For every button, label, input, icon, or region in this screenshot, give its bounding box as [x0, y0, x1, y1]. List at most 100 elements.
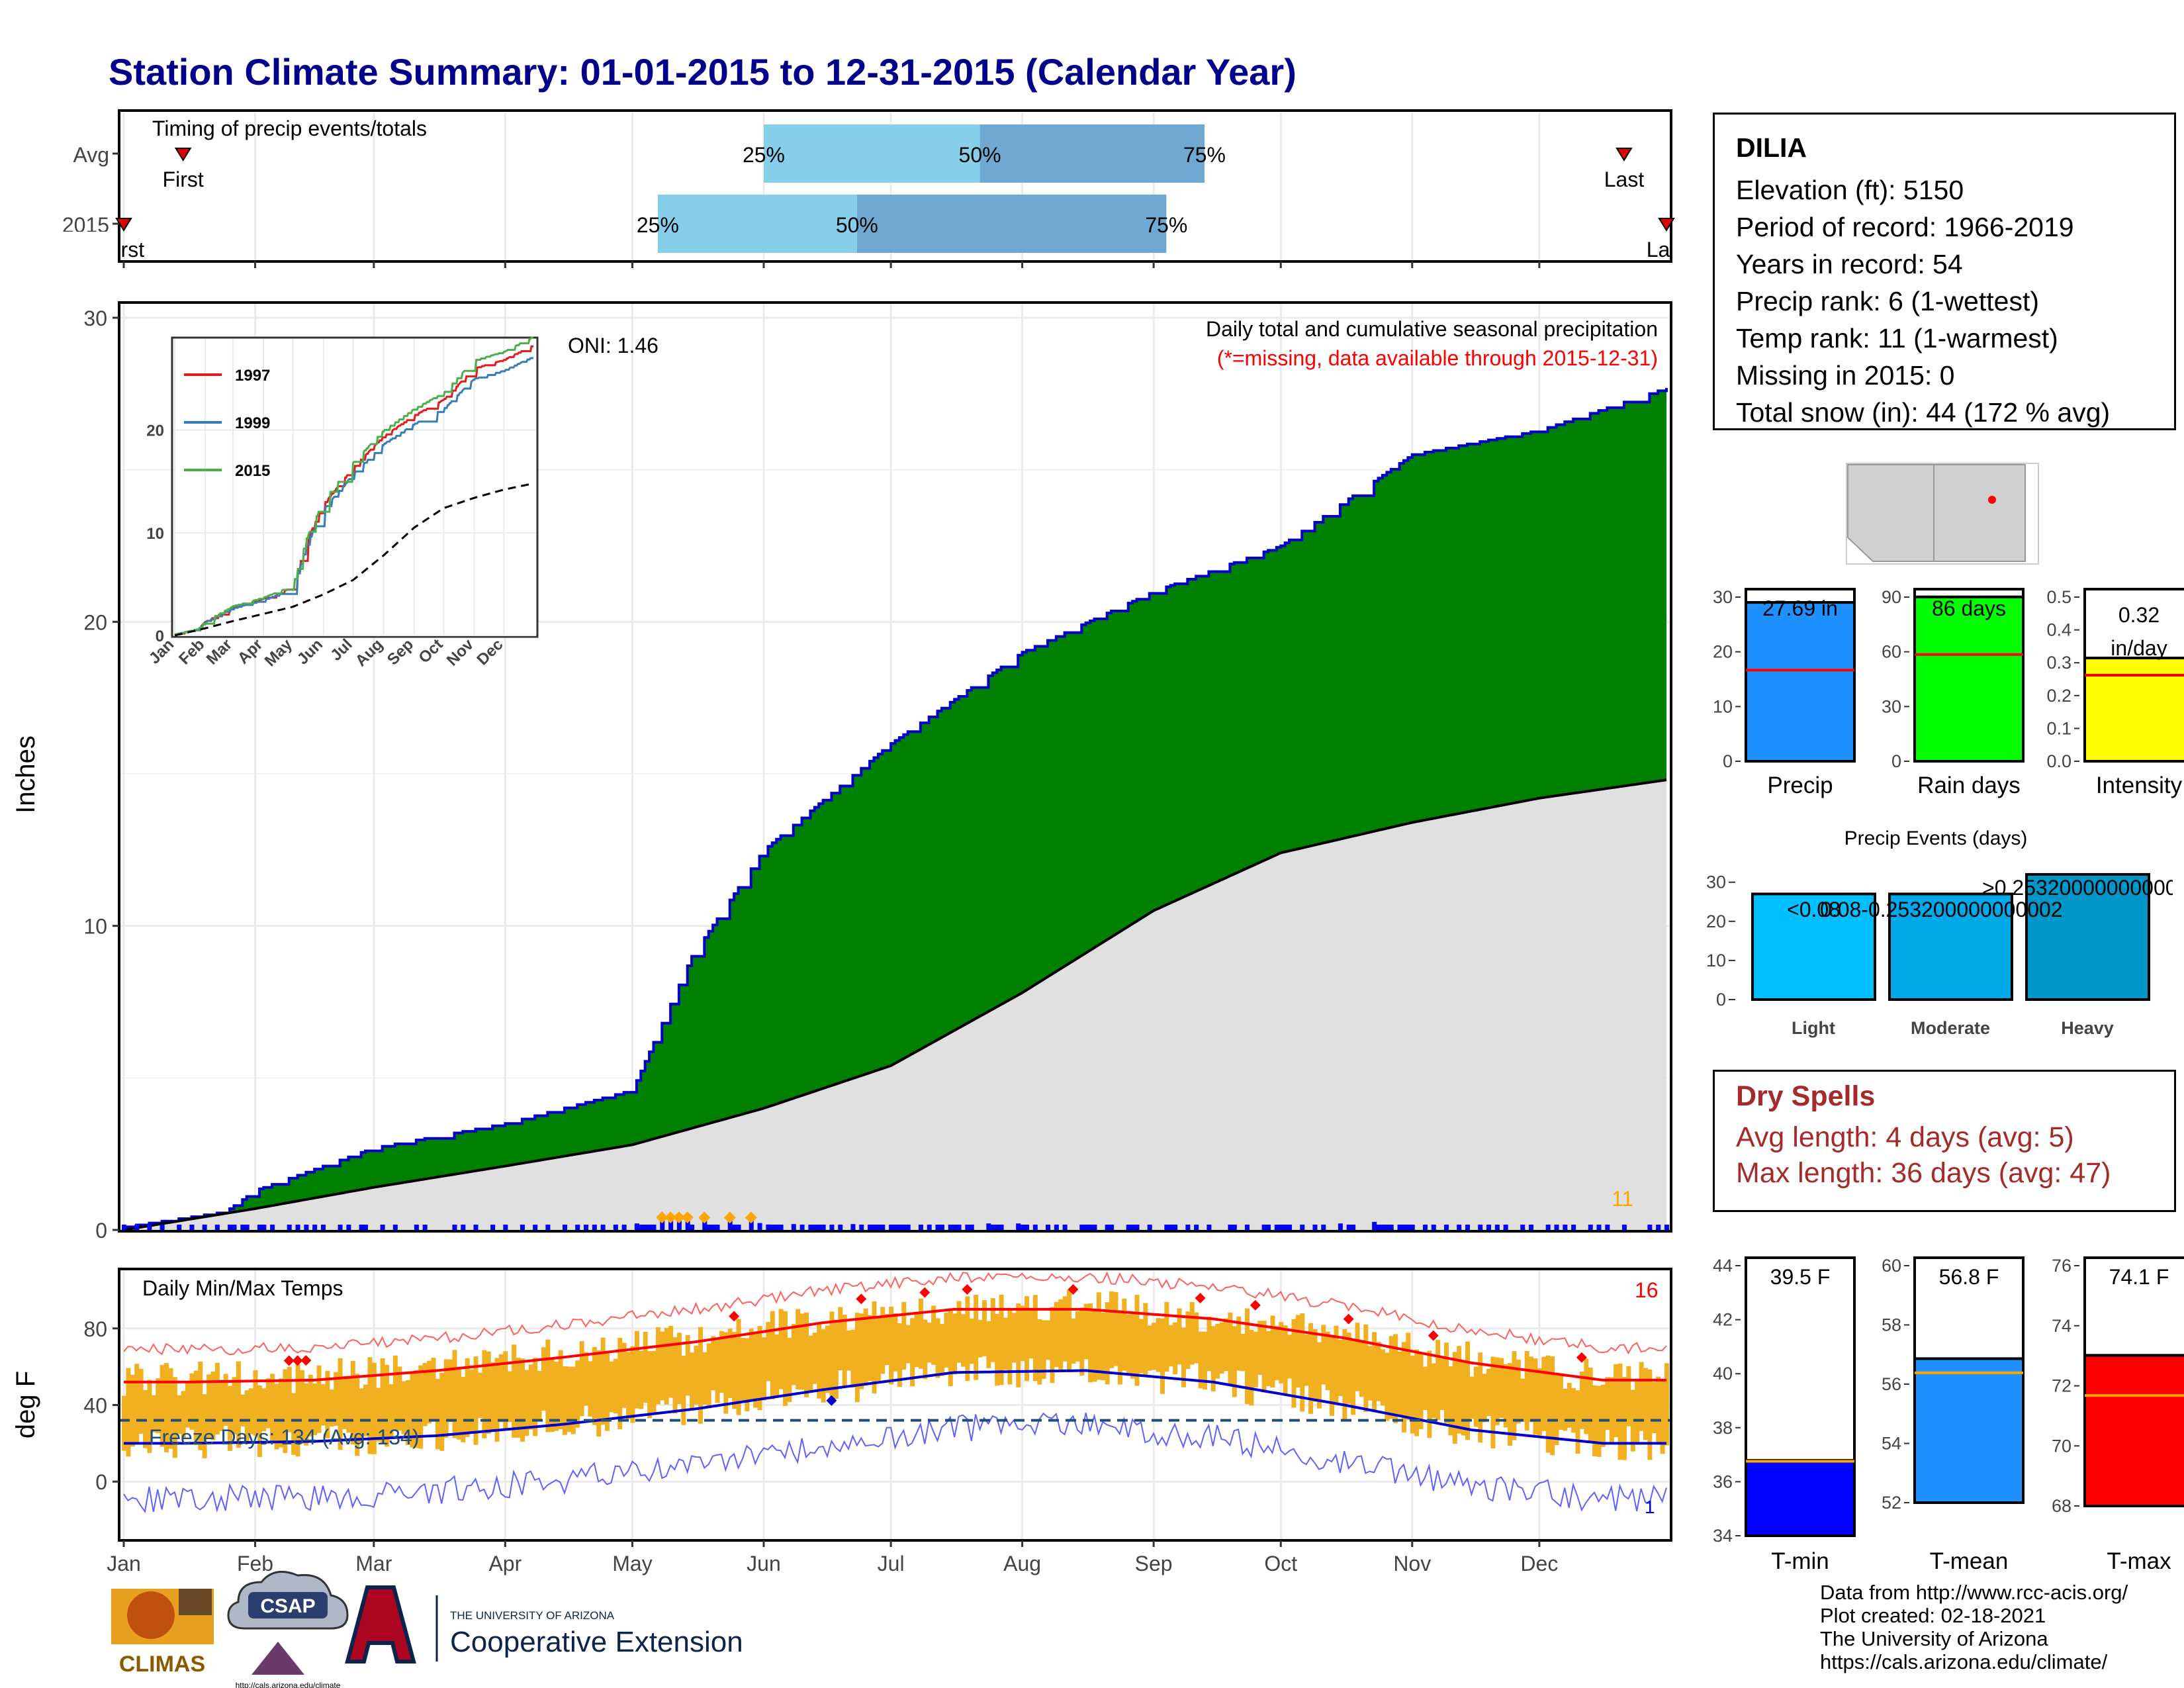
- daily-temp-bar: [473, 1356, 478, 1445]
- daily-temp-bar: [1291, 1319, 1297, 1408]
- daily-precip-bar: [1130, 1225, 1136, 1230]
- edge-mask: [1672, 232, 1699, 265]
- events-y-tick: 10: [1706, 951, 1726, 970]
- daily-temp-bar: [1554, 1372, 1559, 1446]
- daily-temp-bar: [520, 1358, 525, 1442]
- daily-temp-bar: [524, 1370, 529, 1436]
- csap-badge: [248, 1592, 328, 1618]
- daily-temp-bar: [1088, 1303, 1093, 1383]
- daily-temp-bar: [1410, 1356, 1415, 1434]
- daily-temp-bar: [1096, 1292, 1101, 1380]
- daily-precip-bar: [1486, 1225, 1492, 1230]
- daily-temp-bar: [995, 1313, 1000, 1386]
- daily-temp-bar: [1249, 1329, 1254, 1406]
- daily-temp-bar: [1189, 1301, 1195, 1365]
- daily-precip-bar: [948, 1225, 953, 1230]
- credit-line: https://cals.arizona.edu/climate/: [1820, 1650, 2108, 1673]
- daily-temp-bar: [1545, 1355, 1551, 1453]
- daily-precip-bar: [214, 1225, 220, 1230]
- temp-title: Daily Min/Max Temps: [142, 1276, 343, 1300]
- daily-precip-bar: [1173, 1225, 1178, 1230]
- daily-precip-bar: [1656, 1225, 1661, 1230]
- summary-value: in/day: [2111, 636, 2167, 660]
- daily-temp-bar: [1279, 1322, 1284, 1383]
- daily-precip-bar: [799, 1225, 805, 1230]
- daily-temp-bar: [829, 1311, 835, 1399]
- daily-temp-bar: [999, 1294, 1004, 1385]
- daily-temp-bar: [1550, 1356, 1555, 1456]
- daily-temp-bar: [270, 1374, 275, 1442]
- daily-temp-bar: [512, 1344, 517, 1438]
- daily-temp-bar: [1388, 1336, 1394, 1419]
- daily-temp-bar: [575, 1360, 580, 1428]
- daily-precip-bar: [1444, 1225, 1449, 1230]
- daily-precip-bar: [1185, 1225, 1191, 1230]
- record-high-marker: [283, 1355, 295, 1366]
- daily-temp-bar: [376, 1387, 381, 1442]
- daily-precip-bar: [1596, 1225, 1602, 1230]
- daily-temp-bar: [1071, 1318, 1076, 1364]
- daily-precip-bar: [1300, 1225, 1305, 1230]
- mini-y-tick: 0.5: [2046, 587, 2071, 607]
- inset-y-tick: 10: [146, 525, 164, 543]
- daily-temp-bar: [1011, 1313, 1017, 1363]
- record-max-line: [123, 1271, 1667, 1356]
- daily-precip-bar: [1647, 1225, 1653, 1230]
- quartile-label: 75%: [1145, 213, 1187, 237]
- daily-temp-bar: [533, 1358, 538, 1436]
- mini-y-tick: 0: [1891, 751, 1901, 771]
- first-event-label: First: [163, 167, 204, 191]
- daily-temp-bar: [545, 1339, 551, 1432]
- daily-precip-bar: [202, 1225, 207, 1230]
- daily-temp-bar: [1431, 1363, 1436, 1419]
- month-tick: Jan: [107, 1552, 141, 1575]
- daily-temp-bar: [1579, 1371, 1584, 1429]
- dry-spell-line: Max length: 36 days (avg: 47): [1736, 1157, 2111, 1189]
- station-location-marker: [1988, 496, 1996, 504]
- daily-temp-bar: [863, 1308, 868, 1385]
- daily-precip-bar: [859, 1225, 864, 1230]
- daily-temp-bar: [1122, 1298, 1127, 1371]
- record-low-marker: [826, 1395, 837, 1406]
- daily-precip-bar: [1529, 1225, 1534, 1230]
- page-title: Station Climate Summary: 01-01-2015 to 1…: [109, 51, 1297, 93]
- daily-precip-bar: [711, 1225, 716, 1230]
- daily-temp-bar: [778, 1309, 784, 1389]
- mini-y-tick: 40: [1713, 1364, 1733, 1383]
- daily-temp-bar: [639, 1350, 644, 1409]
- daily-precip-bar: [647, 1225, 653, 1230]
- daily-precip-bar: [1088, 1225, 1093, 1230]
- daily-temp-bar: [1330, 1336, 1335, 1417]
- record-high-marker: [1068, 1284, 1079, 1295]
- normal-min-line: [124, 1369, 1666, 1445]
- daily-temp-bar: [193, 1370, 199, 1445]
- daily-precip-bar: [757, 1223, 762, 1230]
- daily-temp-bar: [1156, 1318, 1161, 1372]
- event-label: Heavy: [2061, 1018, 2114, 1038]
- event-bar: [1888, 892, 2013, 1002]
- daily-temp-bar: [1660, 1379, 1665, 1454]
- daily-temp-bar: [1143, 1303, 1148, 1376]
- daily-temp-bar: [232, 1377, 237, 1434]
- daily-temp-bar: [723, 1332, 729, 1414]
- oni-label: ONI: 1.46: [568, 334, 659, 357]
- daily-temp-bar: [410, 1373, 415, 1448]
- mini-y-tick: 90: [1882, 587, 1901, 607]
- daily-temp-bar: [465, 1358, 470, 1437]
- daily-temp-bar: [1664, 1363, 1669, 1446]
- quartile-bar-lower: [657, 195, 857, 253]
- daily-temp-bar: [507, 1371, 512, 1423]
- daily-temp-bar: [1062, 1296, 1068, 1362]
- daily-temp-bar: [151, 1395, 156, 1432]
- daily-temp-bar: [1266, 1331, 1271, 1386]
- daily-temp-bar: [978, 1319, 983, 1358]
- daily-temp-bar: [427, 1360, 432, 1424]
- record-high-marker: [1195, 1292, 1206, 1303]
- daily-temp-bar: [159, 1364, 165, 1447]
- daily-temp-bar: [1046, 1320, 1051, 1360]
- daily-precip-bar: [685, 1219, 690, 1230]
- inset-line-2015: [174, 336, 533, 635]
- y-axis-label: deg F: [11, 1371, 40, 1438]
- daily-temp-bar: [401, 1381, 406, 1434]
- daily-precip-bar: [359, 1225, 364, 1230]
